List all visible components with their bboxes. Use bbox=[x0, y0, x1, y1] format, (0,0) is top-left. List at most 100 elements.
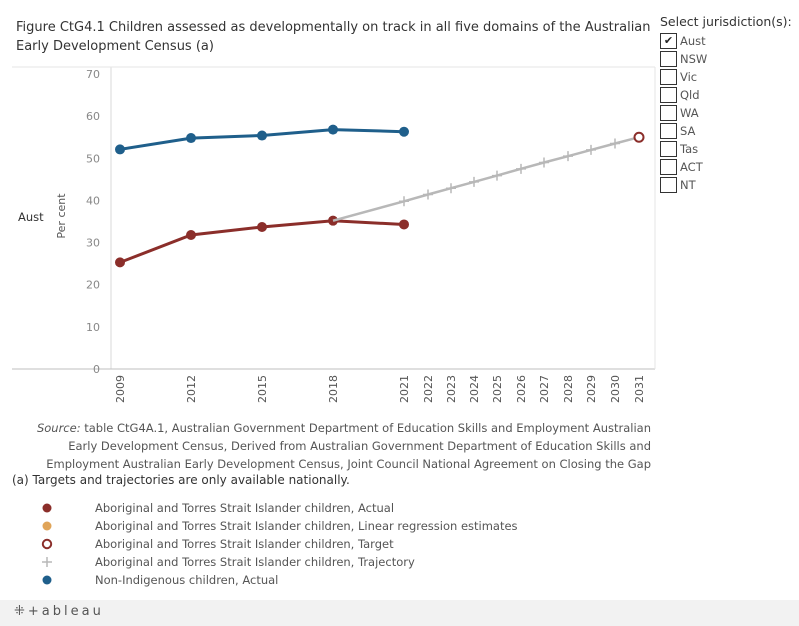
x-tick-label: 2024 bbox=[468, 375, 481, 403]
x-tick-label: 2031 bbox=[633, 375, 646, 403]
jurisdiction-label: NSW bbox=[680, 52, 708, 66]
series-line bbox=[332, 135, 640, 222]
jurisdiction-label: Vic bbox=[680, 70, 698, 84]
y-tick-label: 60 bbox=[86, 110, 100, 123]
jurisdiction-label: SA bbox=[680, 124, 696, 138]
legend-dot-icon bbox=[38, 517, 56, 535]
jurisdiction-option-nsw[interactable]: NSW bbox=[660, 50, 790, 68]
tableau-logo-text: +ableau bbox=[27, 604, 104, 619]
x-tick-label: 2023 bbox=[445, 375, 458, 403]
trajectory-point bbox=[399, 196, 409, 207]
data-point bbox=[186, 229, 196, 240]
trajectory-point bbox=[610, 138, 620, 149]
footer-bar: ⁜+ableau bbox=[0, 600, 799, 626]
y-tick-label: 0 bbox=[93, 363, 100, 376]
legend-label: Aboriginal and Torres Strait Islander ch… bbox=[95, 519, 518, 533]
target-point bbox=[633, 131, 645, 143]
x-tick-label: 2015 bbox=[256, 375, 269, 403]
jurisdiction-label: NT bbox=[680, 178, 696, 192]
y-axis-label: Per cent bbox=[55, 193, 68, 239]
legend-item[interactable]: Aboriginal and Torres Strait Islander ch… bbox=[38, 499, 518, 517]
x-tick-label: 2012 bbox=[185, 375, 198, 403]
trajectory-point bbox=[563, 151, 573, 162]
jurisdiction-label: Qld bbox=[680, 88, 700, 102]
x-tick-label: 2022 bbox=[422, 375, 435, 403]
jurisdiction-label: Tas bbox=[680, 142, 699, 156]
tableau-logo[interactable]: ⁜+ableau bbox=[14, 604, 104, 619]
y-tick-label: 20 bbox=[86, 279, 100, 292]
x-tick-label: 2027 bbox=[538, 375, 551, 403]
x-tick-label: 2025 bbox=[491, 375, 504, 403]
trajectory-point bbox=[516, 163, 526, 174]
trajectory-point bbox=[492, 170, 502, 181]
trajectory-point bbox=[539, 157, 549, 168]
jurisdiction-option-vic[interactable]: Vic bbox=[660, 68, 790, 86]
jurisdiction-option-sa[interactable]: SA bbox=[660, 122, 790, 140]
jurisdiction-option-tas[interactable]: Tas bbox=[660, 140, 790, 158]
checkbox[interactable] bbox=[660, 69, 677, 85]
data-point bbox=[257, 130, 267, 141]
trajectory-point bbox=[446, 183, 456, 194]
trajectory-point bbox=[469, 176, 479, 187]
x-tick-label: 2028 bbox=[562, 375, 575, 403]
data-point bbox=[115, 144, 125, 155]
trajectory-point bbox=[586, 144, 596, 155]
legend-ring-icon bbox=[38, 535, 56, 553]
data-point bbox=[115, 257, 125, 268]
source-label: Source: bbox=[36, 421, 81, 435]
legend-label: Non-Indigenous children, Actual bbox=[95, 573, 279, 587]
x-tick-label: 2026 bbox=[515, 375, 528, 403]
chart-title: Figure CtG4.1 Children assessed as devel… bbox=[16, 20, 651, 54]
jurisdiction-label: ACT bbox=[680, 160, 703, 174]
y-tick-label: 40 bbox=[86, 194, 100, 207]
x-tick-label: 2021 bbox=[398, 375, 411, 403]
data-point bbox=[186, 133, 196, 144]
legend-dot-icon bbox=[38, 499, 56, 517]
legend-label: Aboriginal and Torres Strait Islander ch… bbox=[95, 501, 395, 515]
checkbox[interactable] bbox=[660, 87, 677, 103]
jurisdiction-option-act[interactable]: ACT bbox=[660, 158, 790, 176]
row-label: Aust bbox=[18, 210, 44, 224]
source-note: Source: table CtG4A.1, Australian Govern… bbox=[18, 419, 651, 473]
legend-item[interactable]: Aboriginal and Torres Strait Islander ch… bbox=[38, 553, 518, 571]
jurisdiction-label: Aust bbox=[680, 34, 706, 48]
checkbox[interactable] bbox=[660, 141, 677, 157]
legend-item[interactable]: Non-Indigenous children, Actual bbox=[38, 571, 518, 589]
data-point bbox=[257, 221, 267, 232]
x-tick-label: 2030 bbox=[609, 375, 622, 403]
source-text: table CtG4A.1, Australian Government Dep… bbox=[46, 421, 651, 471]
y-tick-label: 70 bbox=[86, 68, 100, 81]
checkbox[interactable] bbox=[660, 105, 677, 121]
legend: Aboriginal and Torres Strait Islander ch… bbox=[38, 499, 518, 589]
y-tick-label: 30 bbox=[86, 237, 100, 250]
legend-label: Aboriginal and Torres Strait Islander ch… bbox=[95, 555, 415, 569]
legend-label: Aboriginal and Torres Strait Islander ch… bbox=[95, 537, 394, 551]
checkbox[interactable] bbox=[660, 123, 677, 139]
jurisdiction-label: WA bbox=[680, 106, 699, 120]
checkbox[interactable]: ✔ bbox=[660, 33, 677, 49]
data-point bbox=[399, 219, 409, 230]
checkbox[interactable] bbox=[660, 177, 677, 193]
y-tick-label: 10 bbox=[86, 321, 100, 334]
tableau-logo-icon: ⁜ bbox=[14, 604, 28, 619]
legend-item[interactable]: Aboriginal and Torres Strait Islander ch… bbox=[38, 517, 518, 535]
trajectory-point bbox=[423, 189, 433, 200]
legend-item[interactable]: Aboriginal and Torres Strait Islander ch… bbox=[38, 535, 518, 553]
jurisdiction-option-aust[interactable]: ✔ Aust bbox=[660, 32, 790, 50]
data-point bbox=[399, 126, 409, 137]
legend-cross-icon bbox=[38, 553, 56, 571]
jurisdiction-option-qld[interactable]: Qld bbox=[660, 86, 790, 104]
footnote: (a) Targets and trajectories are only av… bbox=[12, 473, 350, 487]
data-point bbox=[328, 124, 338, 135]
x-tick-label: 2018 bbox=[327, 375, 340, 403]
checkbox[interactable] bbox=[660, 159, 677, 175]
jurisdiction-filter: ✔ Aust NSW Vic Qld WA SA Tas ACT NT bbox=[660, 32, 790, 194]
checkbox[interactable] bbox=[660, 51, 677, 67]
jurisdiction-option-wa[interactable]: WA bbox=[660, 104, 790, 122]
jurisdiction-option-nt[interactable]: NT bbox=[660, 176, 790, 194]
legend-dot-icon bbox=[38, 571, 56, 589]
x-tick-label: 2009 bbox=[114, 375, 127, 403]
x-tick-label: 2029 bbox=[585, 375, 598, 403]
jurisdiction-filter-title: Select jurisdiction(s): bbox=[660, 14, 792, 29]
